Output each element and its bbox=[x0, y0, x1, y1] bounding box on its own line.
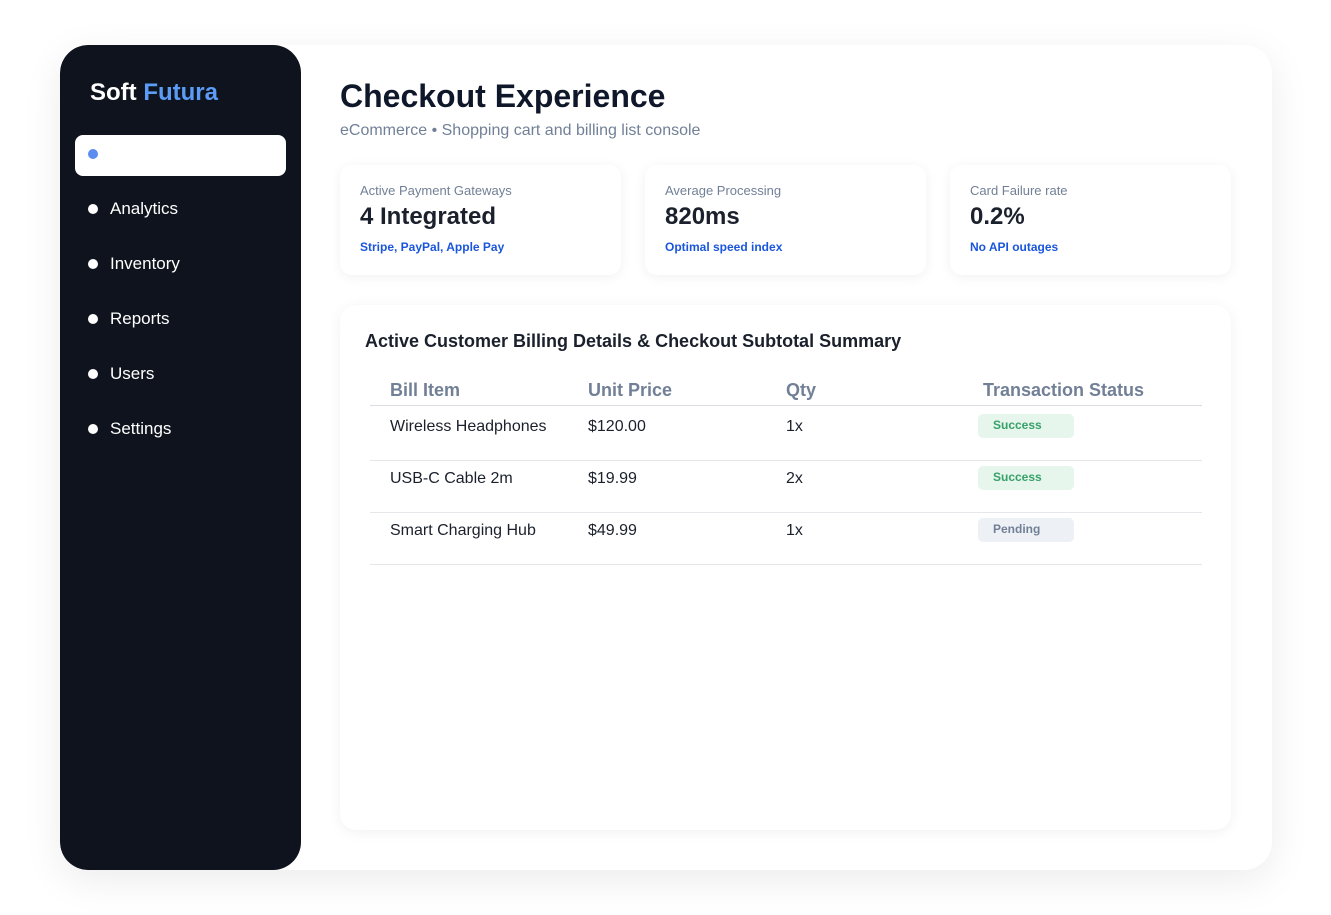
brand: Soft Futura bbox=[90, 79, 218, 107]
nav-dot bbox=[88, 314, 98, 324]
table-cell: 2x bbox=[786, 470, 803, 487]
row-separator bbox=[370, 564, 1202, 565]
nav-dot bbox=[88, 259, 98, 269]
nav-item[interactable]: Users bbox=[110, 364, 155, 383]
table-cell: 1x bbox=[786, 418, 803, 435]
card-label: Card Failure rate bbox=[970, 183, 1068, 198]
table-cell: $49.99 bbox=[588, 522, 637, 539]
nav-dot bbox=[88, 149, 98, 159]
table-cell: Wireless Headphones bbox=[390, 418, 547, 435]
card-value: 820ms bbox=[665, 203, 740, 230]
table-cell: $19.99 bbox=[588, 470, 637, 487]
column-header: Transaction Status bbox=[983, 380, 1145, 400]
nav-dot bbox=[88, 424, 98, 434]
header-rule bbox=[370, 405, 1202, 406]
card-note: Stripe, PayPal, Apple Pay bbox=[360, 240, 505, 254]
status-badge: Pending bbox=[978, 518, 1074, 542]
nav-item[interactable]: Settings bbox=[110, 419, 172, 438]
stat-card: Active Payment Gateways 4 Integrated Strip… bbox=[340, 165, 621, 275]
status-badge: Success bbox=[978, 414, 1074, 438]
row-separator bbox=[370, 460, 1202, 461]
status-badge: Success bbox=[978, 466, 1074, 490]
table-cell: $120.00 bbox=[588, 418, 646, 435]
stat-card: Card Failure rate 0.2% No API outages bbox=[950, 165, 1231, 275]
column-header: Qty bbox=[786, 380, 817, 400]
nav-item[interactable]: Inventory bbox=[110, 254, 180, 273]
nav-item[interactable]: Analytics bbox=[110, 199, 179, 218]
nav-dot bbox=[88, 369, 98, 379]
table-cell: 1x bbox=[786, 522, 803, 539]
brand-second: Futura bbox=[143, 79, 218, 106]
row-separator bbox=[370, 512, 1202, 513]
table-cell: USB-C Cable 2m bbox=[390, 470, 513, 487]
sidebar: Soft Futura Analytics Inventory Reports Use… bbox=[60, 45, 301, 870]
card-label: Average Processing bbox=[665, 183, 782, 198]
card-value: 4 Integrated bbox=[360, 203, 497, 230]
card-label: Active Payment Gateways bbox=[360, 183, 512, 198]
nav-item[interactable]: Reports bbox=[110, 309, 170, 328]
page-subtitle: eCommerce • Shopping cart and billing li… bbox=[340, 122, 701, 139]
card-note: No API outages bbox=[970, 240, 1059, 254]
column-header: Bill Item bbox=[390, 380, 461, 400]
nav-active-item[interactable] bbox=[75, 135, 286, 176]
brand-first: Soft bbox=[90, 79, 137, 106]
stat-card: Average Processing 820ms Optimal speed ind… bbox=[645, 165, 926, 275]
table-cell: Smart Charging Hub bbox=[390, 522, 536, 539]
app-frame: Soft Futura Analytics Inventory Reports Use… bbox=[60, 45, 1272, 870]
card-note: Optimal speed index bbox=[665, 240, 783, 254]
table-title: Active Customer Billing Details & Checko… bbox=[365, 331, 902, 351]
card-value: 0.2% bbox=[970, 203, 1025, 230]
billing-panel: Active Customer Billing Details & Checko… bbox=[340, 305, 1231, 830]
nav-dot bbox=[88, 204, 98, 214]
column-header: Unit Price bbox=[588, 380, 673, 400]
page-title: Checkout Experience bbox=[340, 78, 666, 114]
